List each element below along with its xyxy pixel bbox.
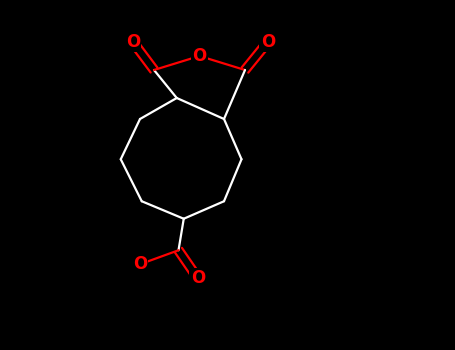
Text: O: O — [133, 255, 147, 273]
Text: O: O — [192, 47, 207, 65]
Text: O: O — [261, 33, 275, 51]
Text: O: O — [191, 269, 205, 287]
Text: O: O — [126, 33, 140, 51]
